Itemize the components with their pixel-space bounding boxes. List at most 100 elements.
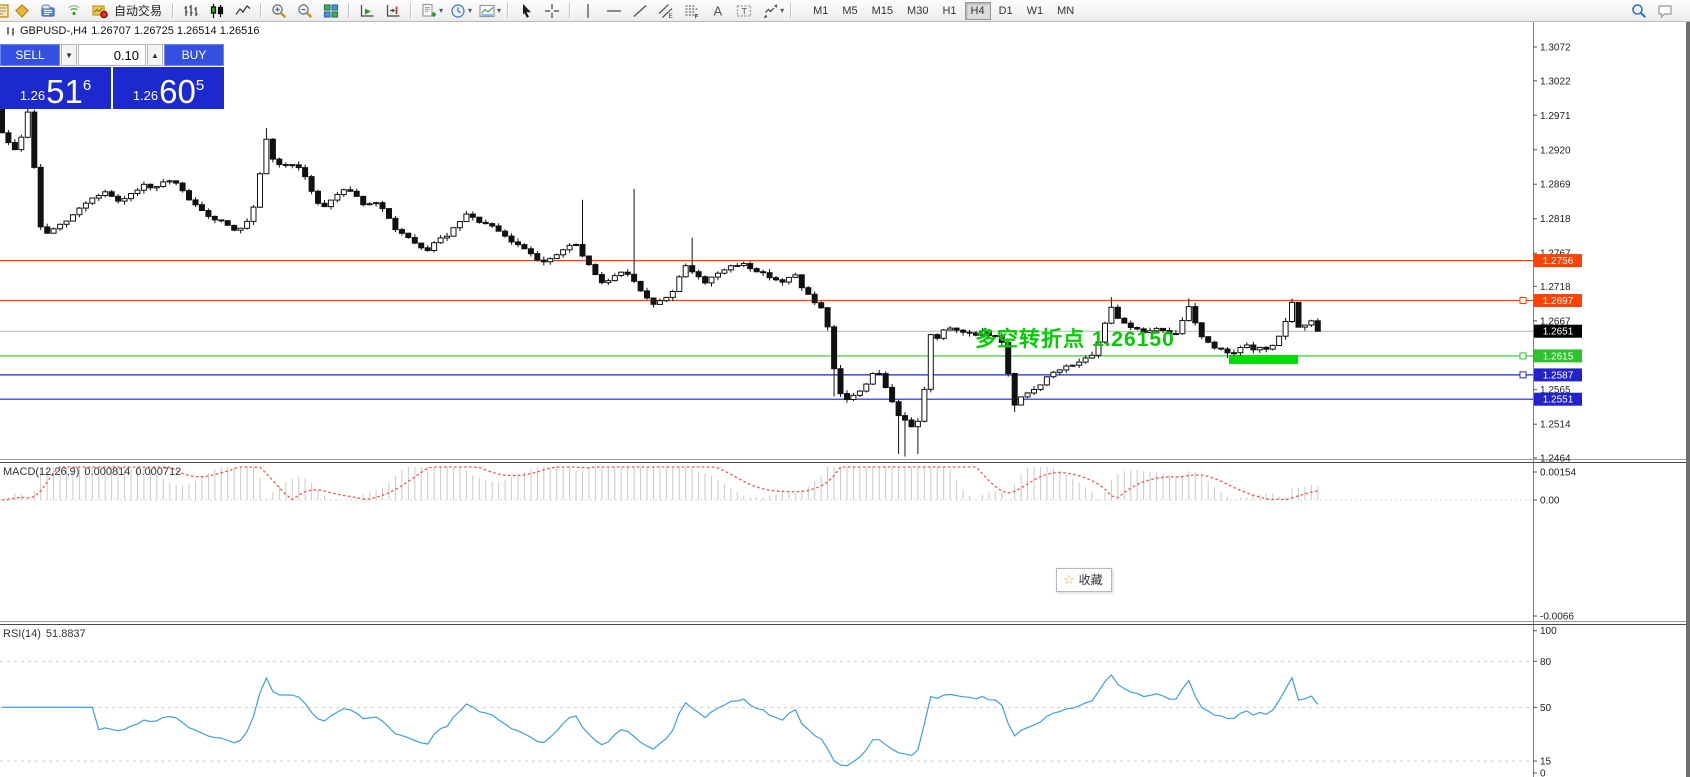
chevron-down-icon[interactable]: ▾ <box>497 6 502 15</box>
arrows-button[interactable] <box>757 1 783 20</box>
svg-text:1.2651: 1.2651 <box>1543 327 1574 338</box>
tile-windows-button[interactable] <box>318 1 344 20</box>
signals-button[interactable] <box>61 1 87 20</box>
svg-text:1.2565: 1.2565 <box>1540 385 1571 396</box>
macd-label: MACD(12,26,9) 0.000814 0.000712 <box>3 466 182 478</box>
auto-scroll-icon <box>359 3 375 19</box>
chat-button[interactable] <box>1652 1 1678 20</box>
cursor-icon <box>518 3 534 19</box>
indicators-icon <box>421 3 437 19</box>
buy-button[interactable]: BUY <box>164 44 224 66</box>
chart-title-symbol: GBPUSD-,H4 <box>20 25 88 37</box>
sell-price-big: 51 <box>46 72 83 110</box>
vertical-line-icon <box>580 3 596 19</box>
chevron-down-icon[interactable]: ▾ <box>780 6 785 15</box>
svg-text:0: 0 <box>1540 769 1546 777</box>
bar-chart-button[interactable] <box>178 1 204 20</box>
timeframe-W1[interactable]: W1 <box>1026 4 1044 17</box>
volume-decrease-button[interactable]: ▼ <box>61 44 77 66</box>
svg-text:1.3022: 1.3022 <box>1540 76 1571 87</box>
arrows-icon <box>762 3 778 19</box>
profiles-icon <box>14 3 30 19</box>
volume-input[interactable] <box>78 44 146 66</box>
timeframe-M15[interactable]: M15 <box>871 4 894 17</box>
svg-text:1.2920: 1.2920 <box>1540 145 1571 156</box>
favorites-tooltip: ☆ 收藏 <box>1056 568 1112 592</box>
toolbar-separator <box>790 3 793 18</box>
svg-text:100: 100 <box>1540 626 1557 637</box>
pivot-annotation: 多空转折点 1.26150 <box>975 328 1175 351</box>
timeframe-M5[interactable]: M5 <box>842 4 858 17</box>
templates-icon <box>479 3 495 19</box>
timeframe-M30[interactable]: M30 <box>907 4 929 17</box>
timeframe-H1[interactable]: H1 <box>942 4 957 17</box>
timeframe-D1[interactable]: D1 <box>998 4 1013 17</box>
svg-text:1.3072: 1.3072 <box>1540 43 1571 54</box>
indicators-button[interactable] <box>416 1 442 20</box>
cursor-button[interactable] <box>513 1 539 20</box>
chart-symbol-icon <box>6 26 16 36</box>
vertical-line-button[interactable] <box>575 1 601 20</box>
line-chart-button[interactable] <box>230 1 256 20</box>
fibonacci-icon: F <box>684 3 700 19</box>
volume-increase-button[interactable]: ▲ <box>147 44 163 66</box>
toolbar-separator <box>569 3 572 18</box>
zoom-out-button[interactable] <box>292 1 318 20</box>
favorites-tooltip-text: 收藏 <box>1078 573 1103 587</box>
new-order-button[interactable] <box>0 1 9 20</box>
svg-text:80: 80 <box>1540 657 1552 668</box>
auto-scroll-button[interactable] <box>354 1 380 20</box>
search-button[interactable] <box>1626 1 1652 20</box>
chat-icon <box>1657 3 1673 19</box>
crosshair-button[interactable] <box>539 1 565 20</box>
svg-text:1.2587: 1.2587 <box>1543 370 1574 381</box>
chevron-down-icon[interactable]: ▾ <box>468 6 473 15</box>
templates-button[interactable] <box>474 1 500 20</box>
horizontal-line-button[interactable] <box>601 1 627 20</box>
svg-text:1.2667: 1.2667 <box>1540 316 1571 327</box>
svg-text:1.2718: 1.2718 <box>1540 282 1571 293</box>
svg-text:T: T <box>742 6 748 16</box>
svg-text:F: F <box>695 13 699 19</box>
timeframe-M1[interactable]: M1 <box>813 4 829 17</box>
signals-icon <box>66 3 82 19</box>
fibonacci-button[interactable]: F <box>679 1 705 20</box>
zoom-out-icon <box>297 3 313 19</box>
main-toolbar: 自动交易 ▾ ▾ ▾ E F A T ▾ M1 M5 M15 M30 H1 H4 D1 W1 MN <box>0 0 1690 22</box>
svg-text:1.2818: 1.2818 <box>1540 214 1571 225</box>
toolbar-separator <box>172 3 175 18</box>
text-button[interactable]: A <box>705 1 731 20</box>
rsi-label: RSI(14) 51.8837 <box>3 628 86 640</box>
chart-shift-button[interactable] <box>380 1 406 20</box>
text-label-button[interactable]: T <box>731 1 757 20</box>
zoom-in-button[interactable] <box>266 1 292 20</box>
chart-title: GBPUSD-,H4 1.26707 1.26725 1.26514 1.265… <box>6 25 259 37</box>
timeframe-H4[interactable]: H4 <box>964 1 991 20</box>
buy-price-display[interactable]: 1.26 60 5 <box>113 67 224 109</box>
sell-button[interactable]: SELL <box>0 44 60 66</box>
svg-text:1.2869: 1.2869 <box>1540 180 1571 191</box>
timeframe-MN[interactable]: MN <box>1057 4 1075 17</box>
zoom-in-icon <box>271 3 287 19</box>
profiles-button[interactable] <box>9 1 35 20</box>
tile-windows-icon <box>323 3 339 19</box>
chevron-down-icon[interactable]: ▾ <box>439 6 444 15</box>
svg-text:-0.0066: -0.0066 <box>1540 612 1574 623</box>
timeframe-group: M1 M5 M15 M30 H1 H4 D1 W1 MN <box>806 1 1081 20</box>
buy-price-sup: 5 <box>195 77 205 94</box>
svg-text:50: 50 <box>1540 703 1552 714</box>
bar-chart-icon <box>183 3 199 19</box>
autotrading-label[interactable]: 自动交易 <box>114 4 163 18</box>
chart-canvas[interactable]: 1.3072 1.3022 1.2971 1.2920 1.2869 1.2818 1.27… <box>0 21 1690 777</box>
autotrading-button[interactable] <box>87 1 113 20</box>
sell-price-display[interactable]: 1.26 51 6 <box>0 67 111 109</box>
toolbar-separator <box>507 3 510 18</box>
autotrading-icon <box>92 3 108 19</box>
data-window-button[interactable] <box>35 1 61 20</box>
candlestick-chart-button[interactable] <box>204 1 230 20</box>
crosshair-icon <box>544 3 560 19</box>
periods-button[interactable] <box>445 1 471 20</box>
channel-button[interactable]: E <box>653 1 679 20</box>
trendline-icon <box>632 3 648 19</box>
trendline-button[interactable] <box>627 1 653 20</box>
